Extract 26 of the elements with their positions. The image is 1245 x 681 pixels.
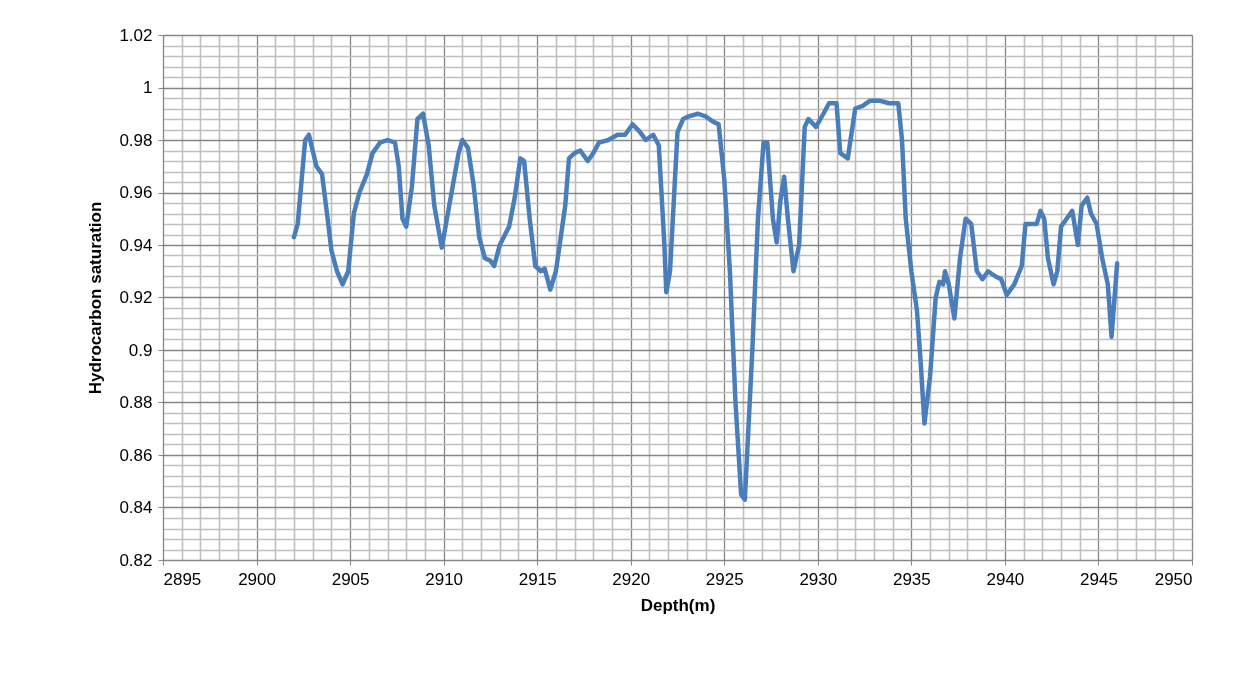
y-tick-label: 0.98 — [119, 130, 153, 150]
x-tick-label: 2945 — [1080, 569, 1118, 589]
x-tick-label: 2910 — [425, 569, 464, 589]
x-tick-label: 2930 — [799, 569, 838, 589]
y-tick-label: 0.88 — [119, 393, 153, 412]
x-tick-label: 2935 — [892, 569, 931, 589]
x-tick-label: 2940 — [986, 569, 1025, 589]
y-axis-title: Hydrocarbon saturation — [86, 201, 106, 395]
x-tick-label: 2905 — [331, 569, 370, 589]
y-tick-label: 0.94 — [119, 235, 153, 255]
x-tick-label: 2915 — [518, 569, 557, 589]
y-tick-label: 0.96 — [119, 183, 153, 202]
y-tick-label: 0.92 — [119, 288, 153, 307]
line-series — [291, 98, 1120, 502]
y-tick-label: 0.86 — [119, 445, 153, 465]
y-tick-label: 0.84 — [119, 498, 153, 517]
y-tick-label: 0.82 — [119, 550, 153, 570]
x-tick-label: 2895 — [163, 569, 202, 589]
x-tick-label: 2925 — [705, 569, 744, 589]
x-tick-label: 2950 — [1154, 569, 1193, 589]
x-tick-label: 2900 — [238, 569, 276, 589]
y-tick-label: 1 — [143, 78, 153, 97]
x-axis-title: Depth(m) — [640, 595, 716, 615]
y-tick-label: 1.02 — [119, 25, 153, 45]
y-tick-label: 0.9 — [128, 340, 153, 360]
x-tick-label: 2920 — [612, 569, 651, 589]
